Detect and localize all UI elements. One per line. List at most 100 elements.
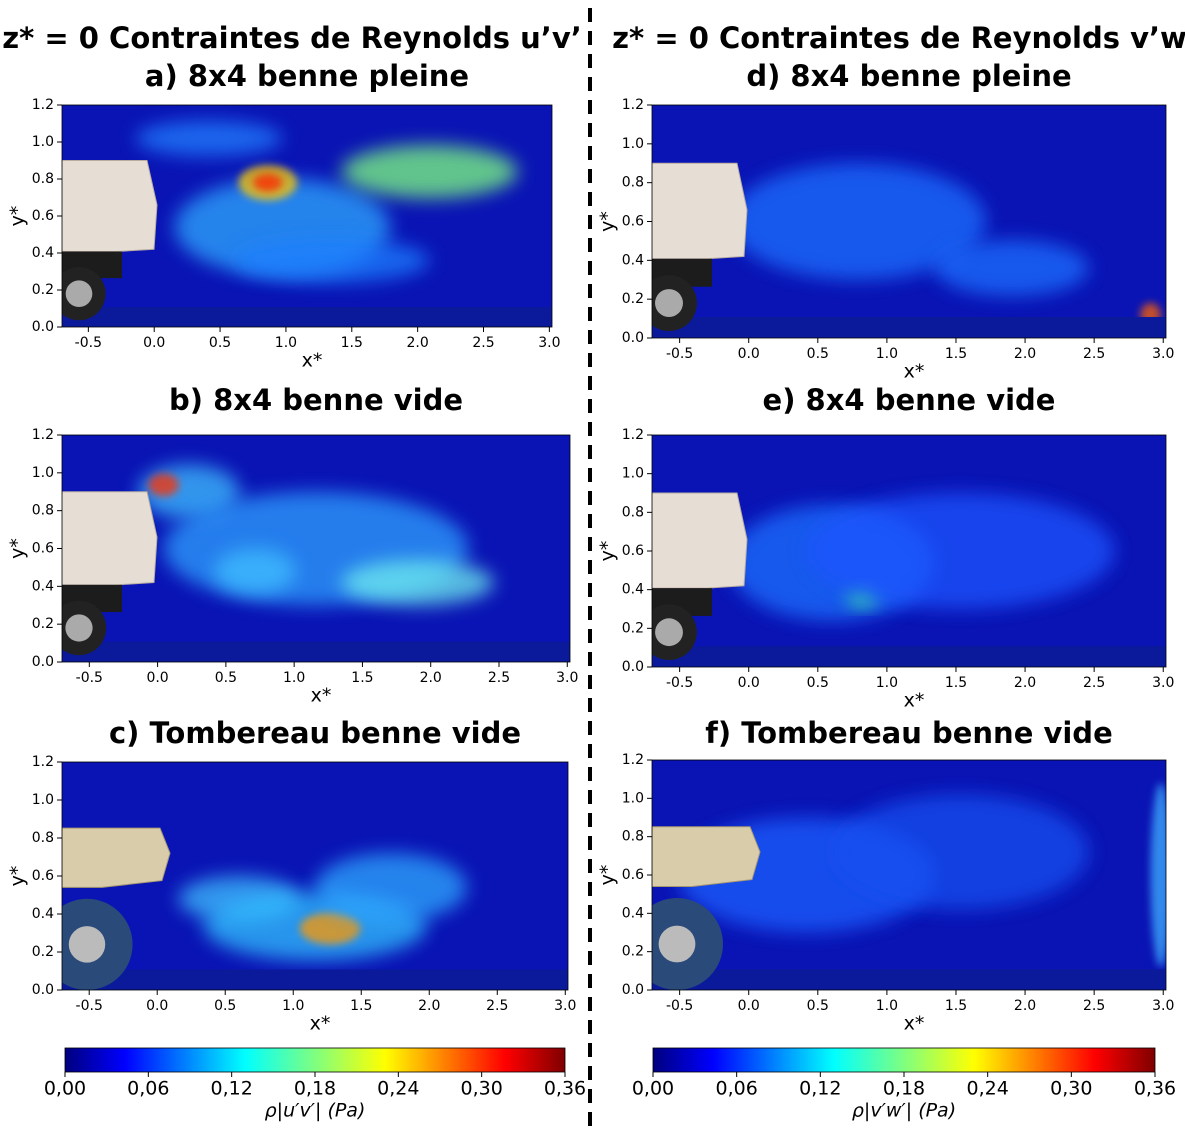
colorbar-tick-label: 0,30	[1050, 1078, 1092, 1100]
heatmap-blob	[315, 853, 467, 922]
y-tick-label: 0.4	[622, 905, 644, 921]
y-tick-label: 0.6	[32, 541, 54, 557]
x-tick-label: 0.0	[146, 670, 168, 686]
y-tick-label: 1.0	[32, 465, 54, 481]
x-tick-label: 2.5	[1083, 346, 1105, 362]
column-title: z* = 0 Contraintes de Reynolds v’w’	[612, 21, 1185, 55]
ground	[652, 969, 1166, 990]
y-tick-label: 1.2	[622, 427, 644, 443]
y-tick-label: 0.6	[32, 208, 54, 224]
heatmap-blob	[934, 240, 1089, 297]
x-tick-label: 1.0	[283, 670, 305, 686]
y-axis-label: y*	[7, 206, 29, 227]
x-tick-label: 2.5	[486, 998, 508, 1014]
y-tick-label: 1.0	[622, 466, 644, 482]
y-tick-label: 0.0	[622, 659, 644, 675]
x-tick-label: 2.0	[1014, 675, 1036, 691]
x-axis-label: x*	[904, 1013, 925, 1035]
y-tick-label: 1.0	[32, 792, 54, 808]
y-tick-label: 0.6	[32, 868, 54, 884]
x-tick-label: 0.5	[214, 998, 236, 1014]
x-tick-label: 2.0	[1014, 346, 1036, 362]
x-tick-label: 1.5	[945, 675, 967, 691]
ground	[62, 969, 568, 990]
heatmap	[652, 105, 1166, 338]
x-tick-label: 1.5	[945, 998, 967, 1014]
x-axis-label: x*	[904, 690, 925, 712]
ground	[62, 641, 570, 662]
truck-body	[62, 827, 171, 888]
y-tick-label: 0.2	[32, 944, 54, 960]
heatmap-blob	[299, 912, 361, 945]
heatmap-blob	[341, 559, 494, 606]
y-axis-label: y*	[7, 866, 29, 887]
heatmap	[62, 762, 568, 990]
x-axis-label: x*	[302, 350, 323, 372]
colorbar	[64, 1047, 566, 1073]
colorbar-label: ρ|u′v′| (Pa)	[265, 1100, 366, 1122]
y-axis-label: y*	[597, 211, 619, 232]
x-tick-label: -0.5	[76, 998, 103, 1014]
ground	[62, 307, 552, 327]
x-tick-label: 3.0	[556, 670, 578, 686]
column-title: z* = 0 Contraintes de Reynolds u’v’	[2, 21, 582, 55]
heatmap	[62, 105, 552, 327]
y-axis-label: y*	[597, 865, 619, 886]
x-axis-label: x*	[310, 1013, 331, 1035]
colorbar-tick-label: 0,18	[883, 1078, 925, 1100]
panel-title: c) Tombereau benne vide	[109, 716, 521, 750]
x-tick-label: 1.0	[282, 998, 304, 1014]
x-tick-label: 0.0	[143, 335, 165, 351]
x-tick-label: 2.5	[472, 335, 494, 351]
y-tick-label: 0.6	[622, 214, 644, 230]
x-tick-label: 2.5	[1083, 998, 1105, 1014]
truck-hub	[65, 280, 93, 308]
panel-title: a) 8x4 benne pleine	[145, 59, 469, 93]
x-tick-label: 3.0	[1152, 998, 1174, 1014]
x-tick-label: 2.0	[407, 335, 429, 351]
colorbar-tick-label: 0,36	[1134, 1078, 1176, 1100]
heatmap-blob	[806, 493, 1115, 609]
x-tick-label: 1.0	[275, 335, 297, 351]
x-tick-label: 1.0	[876, 675, 898, 691]
colorbar-tick-label: 0,30	[461, 1078, 503, 1100]
x-tick-label: 3.0	[538, 335, 560, 351]
heatmap	[652, 435, 1166, 667]
x-tick-label: 2.0	[418, 998, 440, 1014]
colorbar-tick-label: 0,36	[544, 1078, 586, 1100]
y-tick-label: 0.2	[622, 944, 644, 960]
y-tick-label: 0.8	[622, 175, 644, 191]
y-tick-label: 0.6	[622, 543, 644, 559]
y-tick-label: 0.4	[622, 252, 644, 268]
y-tick-label: 0.4	[622, 582, 644, 598]
heatmap-blob	[1150, 783, 1166, 967]
x-axis-label: x*	[311, 685, 332, 707]
heatmap	[62, 435, 570, 662]
colorbar-tick-label: 0,12	[799, 1078, 841, 1100]
x-tick-label: 0.0	[738, 346, 760, 362]
y-tick-label: 1.2	[32, 427, 54, 443]
y-axis-label: y*	[7, 538, 29, 559]
truck-body	[652, 826, 761, 887]
colorbar-tick-label: 0,00	[632, 1078, 674, 1100]
y-tick-label: 0.2	[622, 620, 644, 636]
panel-title: d) 8x4 benne pleine	[746, 59, 1071, 93]
y-tick-label: 0.8	[622, 504, 644, 520]
heatmap	[652, 760, 1166, 990]
ground	[652, 317, 1166, 338]
colorbar-tick-label: 0,12	[211, 1078, 253, 1100]
y-axis-label: y*	[597, 541, 619, 562]
x-tick-label: 0.5	[807, 346, 829, 362]
truck-hub	[65, 614, 93, 642]
colorbar-tick-label: 0,06	[716, 1078, 758, 1100]
y-tick-label: 0.8	[32, 830, 54, 846]
heatmap-blob	[214, 548, 296, 594]
x-tick-label: 0.0	[738, 675, 760, 691]
y-tick-label: 1.0	[622, 790, 644, 806]
y-tick-label: 0.6	[622, 867, 644, 883]
panel-title: e) 8x4 benne vide	[763, 383, 1056, 417]
truck-body	[652, 492, 748, 589]
colorbar-tick-label: 0,18	[294, 1078, 336, 1100]
x-tick-label: 0.5	[807, 998, 829, 1014]
